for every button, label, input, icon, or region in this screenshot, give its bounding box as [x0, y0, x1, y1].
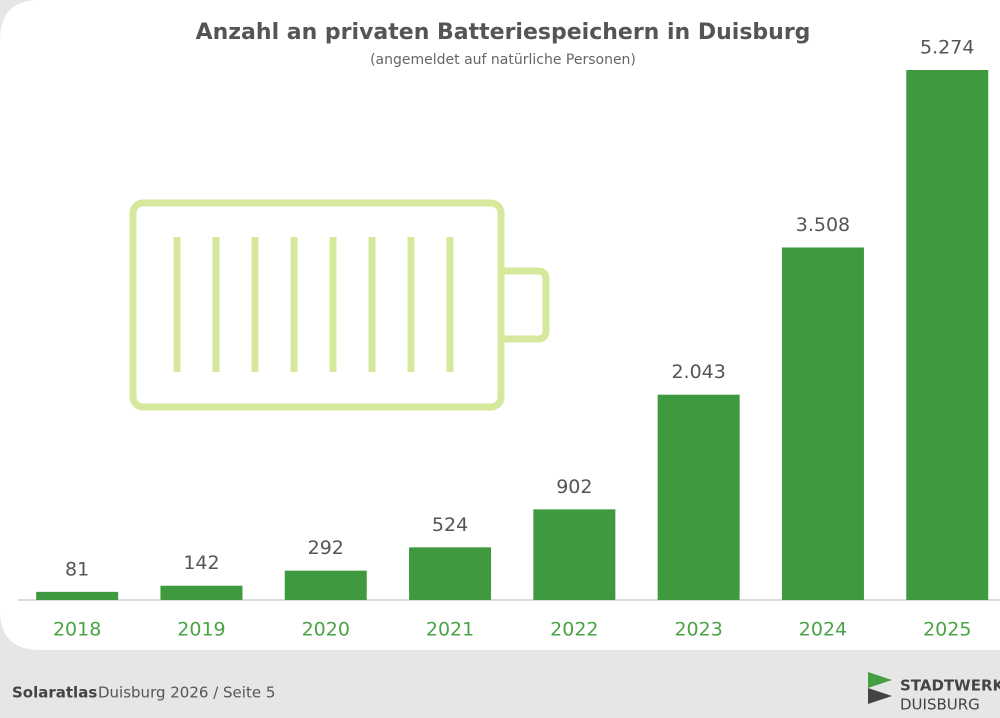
bar: [160, 585, 243, 600]
chart-subtitle: (angemeldet auf natürliche Personen): [370, 52, 636, 68]
bar: [36, 591, 119, 600]
footer-text: Duisburg 2026 / Seite 5: [98, 684, 275, 702]
logo-text: DUISBURG: [900, 696, 980, 714]
x-tick-label: 2018: [53, 619, 101, 641]
x-tick-label: 2021: [426, 619, 474, 641]
value-label: 2.043: [671, 361, 725, 383]
bar: [906, 70, 989, 600]
value-label: 81: [65, 558, 89, 580]
chart-title: Anzahl an privaten Batteriespeichern in …: [196, 20, 811, 45]
value-label: 524: [432, 514, 468, 536]
logo-text: STADTWERK: [900, 677, 1000, 695]
bar: [781, 247, 864, 600]
value-label: 142: [183, 552, 219, 574]
bar: [409, 547, 492, 600]
logo-mark: [868, 672, 892, 688]
value-label: 292: [308, 537, 344, 559]
bar: [284, 570, 367, 600]
x-tick-label: 2019: [177, 619, 225, 641]
value-label: 5.274: [920, 37, 974, 59]
logo-mark: [868, 688, 892, 704]
bar: [533, 509, 616, 600]
bar: [657, 394, 740, 600]
x-tick-label: 2022: [550, 619, 598, 641]
x-tick-label: 2024: [799, 619, 847, 641]
value-label: 3.508: [796, 214, 850, 236]
x-tick-label: 2023: [674, 619, 722, 641]
x-tick-label: 2020: [302, 619, 350, 641]
battery-icon: [129, 199, 550, 411]
value-label: 902: [556, 476, 592, 498]
x-tick-label: 2025: [923, 619, 971, 641]
footer-brand: Solaratlas: [12, 684, 97, 702]
